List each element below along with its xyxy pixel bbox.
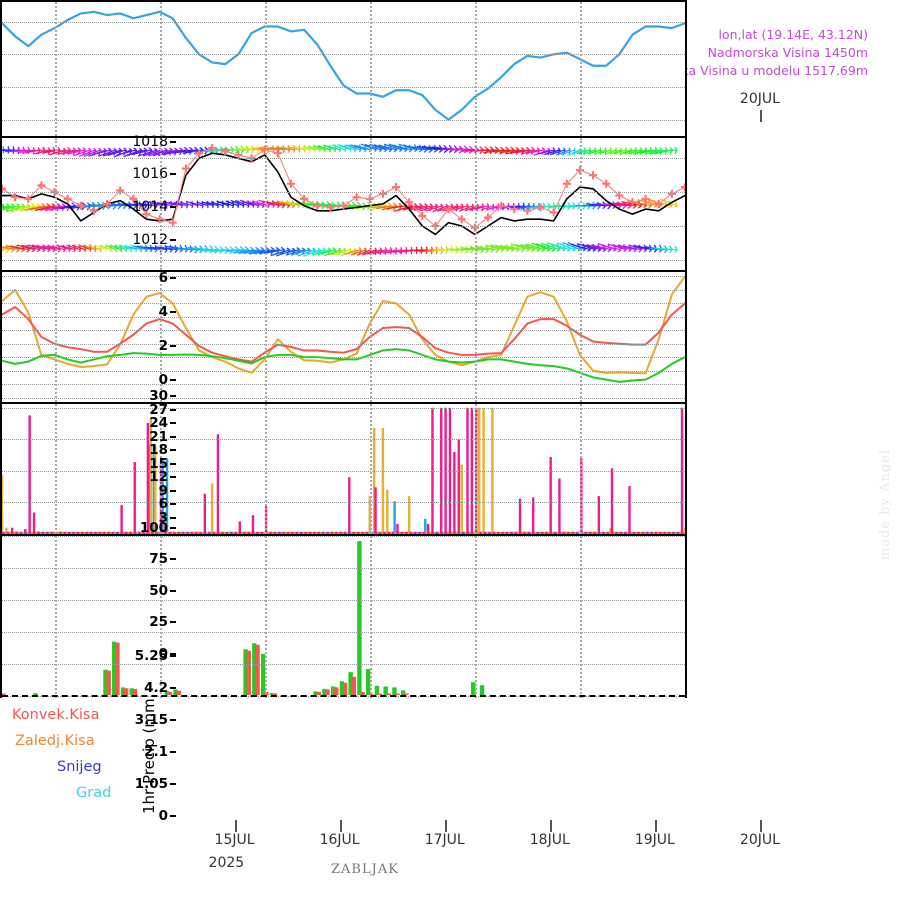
date-label: 20JUL (739, 91, 780, 107)
y-axis-tick-label: 2 (158, 338, 168, 354)
y-axis-tick-label: 25 (149, 614, 168, 631)
bottom-date-axis: 15JUL 16JUL 17JUL 18JUL 19JUL 20JUL (180, 820, 867, 860)
y-axis-tick-label: 0 (158, 808, 168, 824)
panel-temperature (0, 270, 687, 404)
y-axis-tick-mark (170, 277, 176, 280)
y-axis-tick-label: 1016 (132, 166, 168, 183)
cloud-bar-chart (2, 407, 685, 534)
date-label: 15JUL (214, 832, 255, 848)
y-axis-tick-mark (170, 449, 176, 452)
y-axis-tick-mark (170, 140, 176, 143)
y-axis-tick-label: 3 (158, 509, 168, 526)
date-tick (759, 820, 762, 832)
y-axis-tick-mark (170, 687, 176, 689)
date-tick (234, 820, 237, 832)
y-axis-tick-mark (170, 815, 176, 817)
date-label: 18JUL (529, 832, 570, 848)
y-axis-tick-mark (170, 435, 176, 438)
y-axis-tick-label: 3.15 (134, 712, 168, 728)
y-axis-tick-label: 1018 (132, 133, 168, 150)
precip-label-freeze: Zaledj.Kisa (15, 733, 95, 749)
date-tick (339, 820, 342, 832)
y-axis-tick-label: 27 (149, 401, 168, 418)
date-label: 19JUL (634, 832, 675, 848)
wind-barb-chart (2, 143, 685, 257)
footer-station-label: ZABLJAK (331, 862, 399, 877)
y-axis-tick-mark (170, 476, 176, 479)
pressure-line-chart (2, 10, 685, 121)
date-label: 17JUL (424, 832, 465, 848)
y-axis-tick-mark (170, 462, 176, 465)
bottom-year-label: 2025 (208, 855, 245, 871)
y-axis-tick-label: 5.25 (134, 648, 168, 664)
y-axis-tick-label: 0 (158, 646, 168, 662)
y-axis-tick-mark (170, 783, 176, 785)
y-axis-tick-label: 24 (149, 415, 168, 432)
date-tick (759, 110, 762, 122)
y-axis-tick-label: 1014 (132, 198, 168, 215)
panel-cloud-cover (0, 402, 687, 536)
y-axis-tick-mark (170, 621, 176, 624)
temperature-line-chart (2, 275, 685, 383)
precip-label-hail: Grad (76, 785, 112, 801)
y-axis-tick-label: 21 (149, 428, 168, 445)
y-axis-tick-mark (170, 526, 176, 529)
lon-lat-text: lon,lat (19.14E, 43.12N) (718, 27, 868, 42)
y-axis-tick-label: 15 (149, 455, 168, 472)
date-tick (549, 820, 552, 832)
y-axis-tick-label: 50 (149, 582, 168, 599)
y-axis-tick-label: 4.2 (144, 680, 168, 696)
y-axis-tick-label: 75 (149, 551, 168, 568)
y-axis-tick-label: 18 (149, 442, 168, 459)
y-axis-tick-mark (170, 655, 176, 657)
temp-y-axis: 3 6 9 12 15 18 21 24 27 30 (124, 388, 176, 526)
y-axis-tick-label: 6 (158, 496, 168, 513)
date-label: 16JUL (319, 832, 360, 848)
precip-label-conv: Konvek.Kisa (12, 707, 100, 723)
y-axis-tick-mark (170, 719, 176, 721)
date-tick (444, 820, 447, 832)
pressure-y-axis: 1012 1014 1016 1018 (124, 122, 176, 256)
precip-label-snow: Snijeg (57, 759, 102, 775)
y-axis-tick-mark (170, 378, 176, 381)
precip-bar-chart (2, 541, 485, 695)
y-axis-tick-mark (170, 205, 176, 208)
y-axis-tick-mark (170, 311, 176, 314)
y-axis-tick-label: 4 (158, 304, 168, 321)
gridline-horizontal (2, 696, 685, 697)
wind-y-axis: 0 2 4 6 (124, 258, 176, 390)
panel-sea-level-pressure (0, 0, 687, 138)
y-axis-tick-mark (170, 489, 176, 492)
y-axis-tick-mark (170, 653, 176, 655)
y-axis-tick-label: 2.1 (144, 744, 168, 760)
date-label: 20JUL (739, 832, 780, 848)
y-axis-tick-label: 6 (158, 270, 168, 287)
y-axis-tick-mark (170, 751, 176, 753)
y-axis-tick-label: 100 (139, 519, 168, 536)
y-axis-tick-mark (170, 516, 176, 519)
y-axis-tick-label: 1012 (132, 231, 168, 248)
panel-precipitation (0, 534, 687, 698)
y-axis-tick-mark (170, 408, 176, 411)
y-axis-tick-label: 12 (149, 469, 168, 486)
credit-watermark: made by Angel (878, 449, 893, 560)
cloud-y-axis: 0 25 50 75 100 (124, 520, 176, 662)
y-axis-tick-mark (170, 589, 176, 592)
y-axis-tick-mark (170, 173, 176, 176)
y-axis-tick-label: 9 (158, 482, 168, 499)
y-axis-tick-mark (170, 345, 176, 347)
precip-y-axis: 0 1.05 2.1 3.15 4.2 5.25 (124, 648, 176, 824)
panel-wind (0, 136, 687, 272)
y-axis-tick-mark (170, 422, 176, 425)
y-axis-tick-mark (170, 395, 176, 398)
y-axis-tick-label: 0 (158, 371, 168, 388)
date-tick (654, 820, 657, 832)
y-axis-tick-mark (170, 558, 176, 561)
y-axis-tick-mark (170, 238, 176, 241)
y-axis-tick-label: 1.05 (134, 776, 168, 792)
y-axis-tick-mark (170, 503, 176, 506)
elevation-text: Nadmorska Visina 1450m (707, 45, 868, 60)
y-axis-tick-label: 30 (149, 388, 168, 405)
